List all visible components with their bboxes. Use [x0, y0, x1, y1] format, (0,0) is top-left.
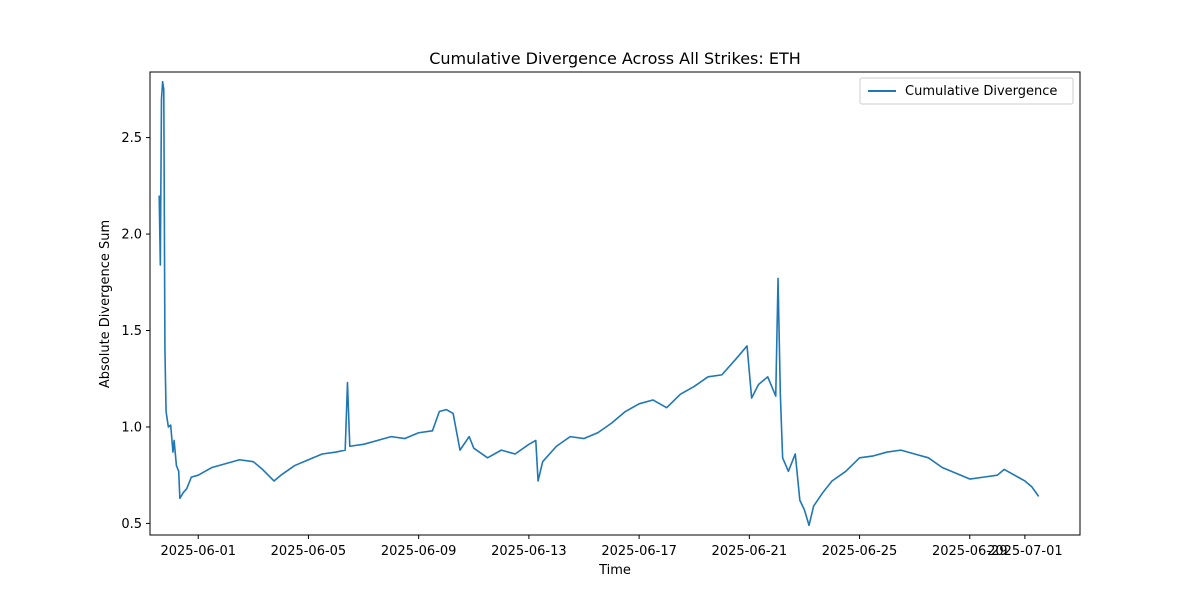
- x-tick-label: 2025-07-01: [987, 544, 1063, 559]
- x-tick-label: 2025-06-09: [381, 544, 457, 559]
- x-tick-label: 2025-06-21: [712, 544, 788, 559]
- plot-area: [158, 80, 1040, 527]
- plot-frame: [149, 71, 1081, 536]
- y-axis-title: Absolute Divergence Sum: [98, 220, 113, 388]
- y-axis: 0.5 1.0 1.5 2.0 2.5: [121, 131, 150, 532]
- y-tick-label: 1.5: [121, 324, 142, 339]
- y-tick-label: 2.5: [121, 131, 142, 146]
- legend-label: Cumulative Divergence: [905, 84, 1057, 99]
- x-tick-label: 2025-06-29: [932, 544, 1008, 559]
- x-tick-label: 2025-06-13: [491, 544, 567, 559]
- x-tick-label: 2025-06-17: [601, 544, 677, 559]
- series-line: [158, 80, 1040, 527]
- y-tick-label: 1.0: [121, 420, 142, 435]
- y-tick-label: 2.0: [121, 228, 142, 243]
- x-axis-title: Time: [598, 563, 631, 578]
- legend-box: [859, 77, 1074, 105]
- x-axis: 2025-06-01 2025-06-05 2025-06-09 2025-06-13…: [160, 535, 1063, 559]
- chart-title: Cumulative Divergence Across All Strikes…: [429, 49, 801, 68]
- x-tick-label: 2025-06-01: [160, 544, 236, 559]
- x-tick-label: 2025-06-05: [271, 544, 347, 559]
- legend: Cumulative Divergence: [859, 77, 1074, 105]
- y-tick-label: 0.5: [121, 517, 142, 532]
- x-tick-label: 2025-06-25: [822, 544, 898, 559]
